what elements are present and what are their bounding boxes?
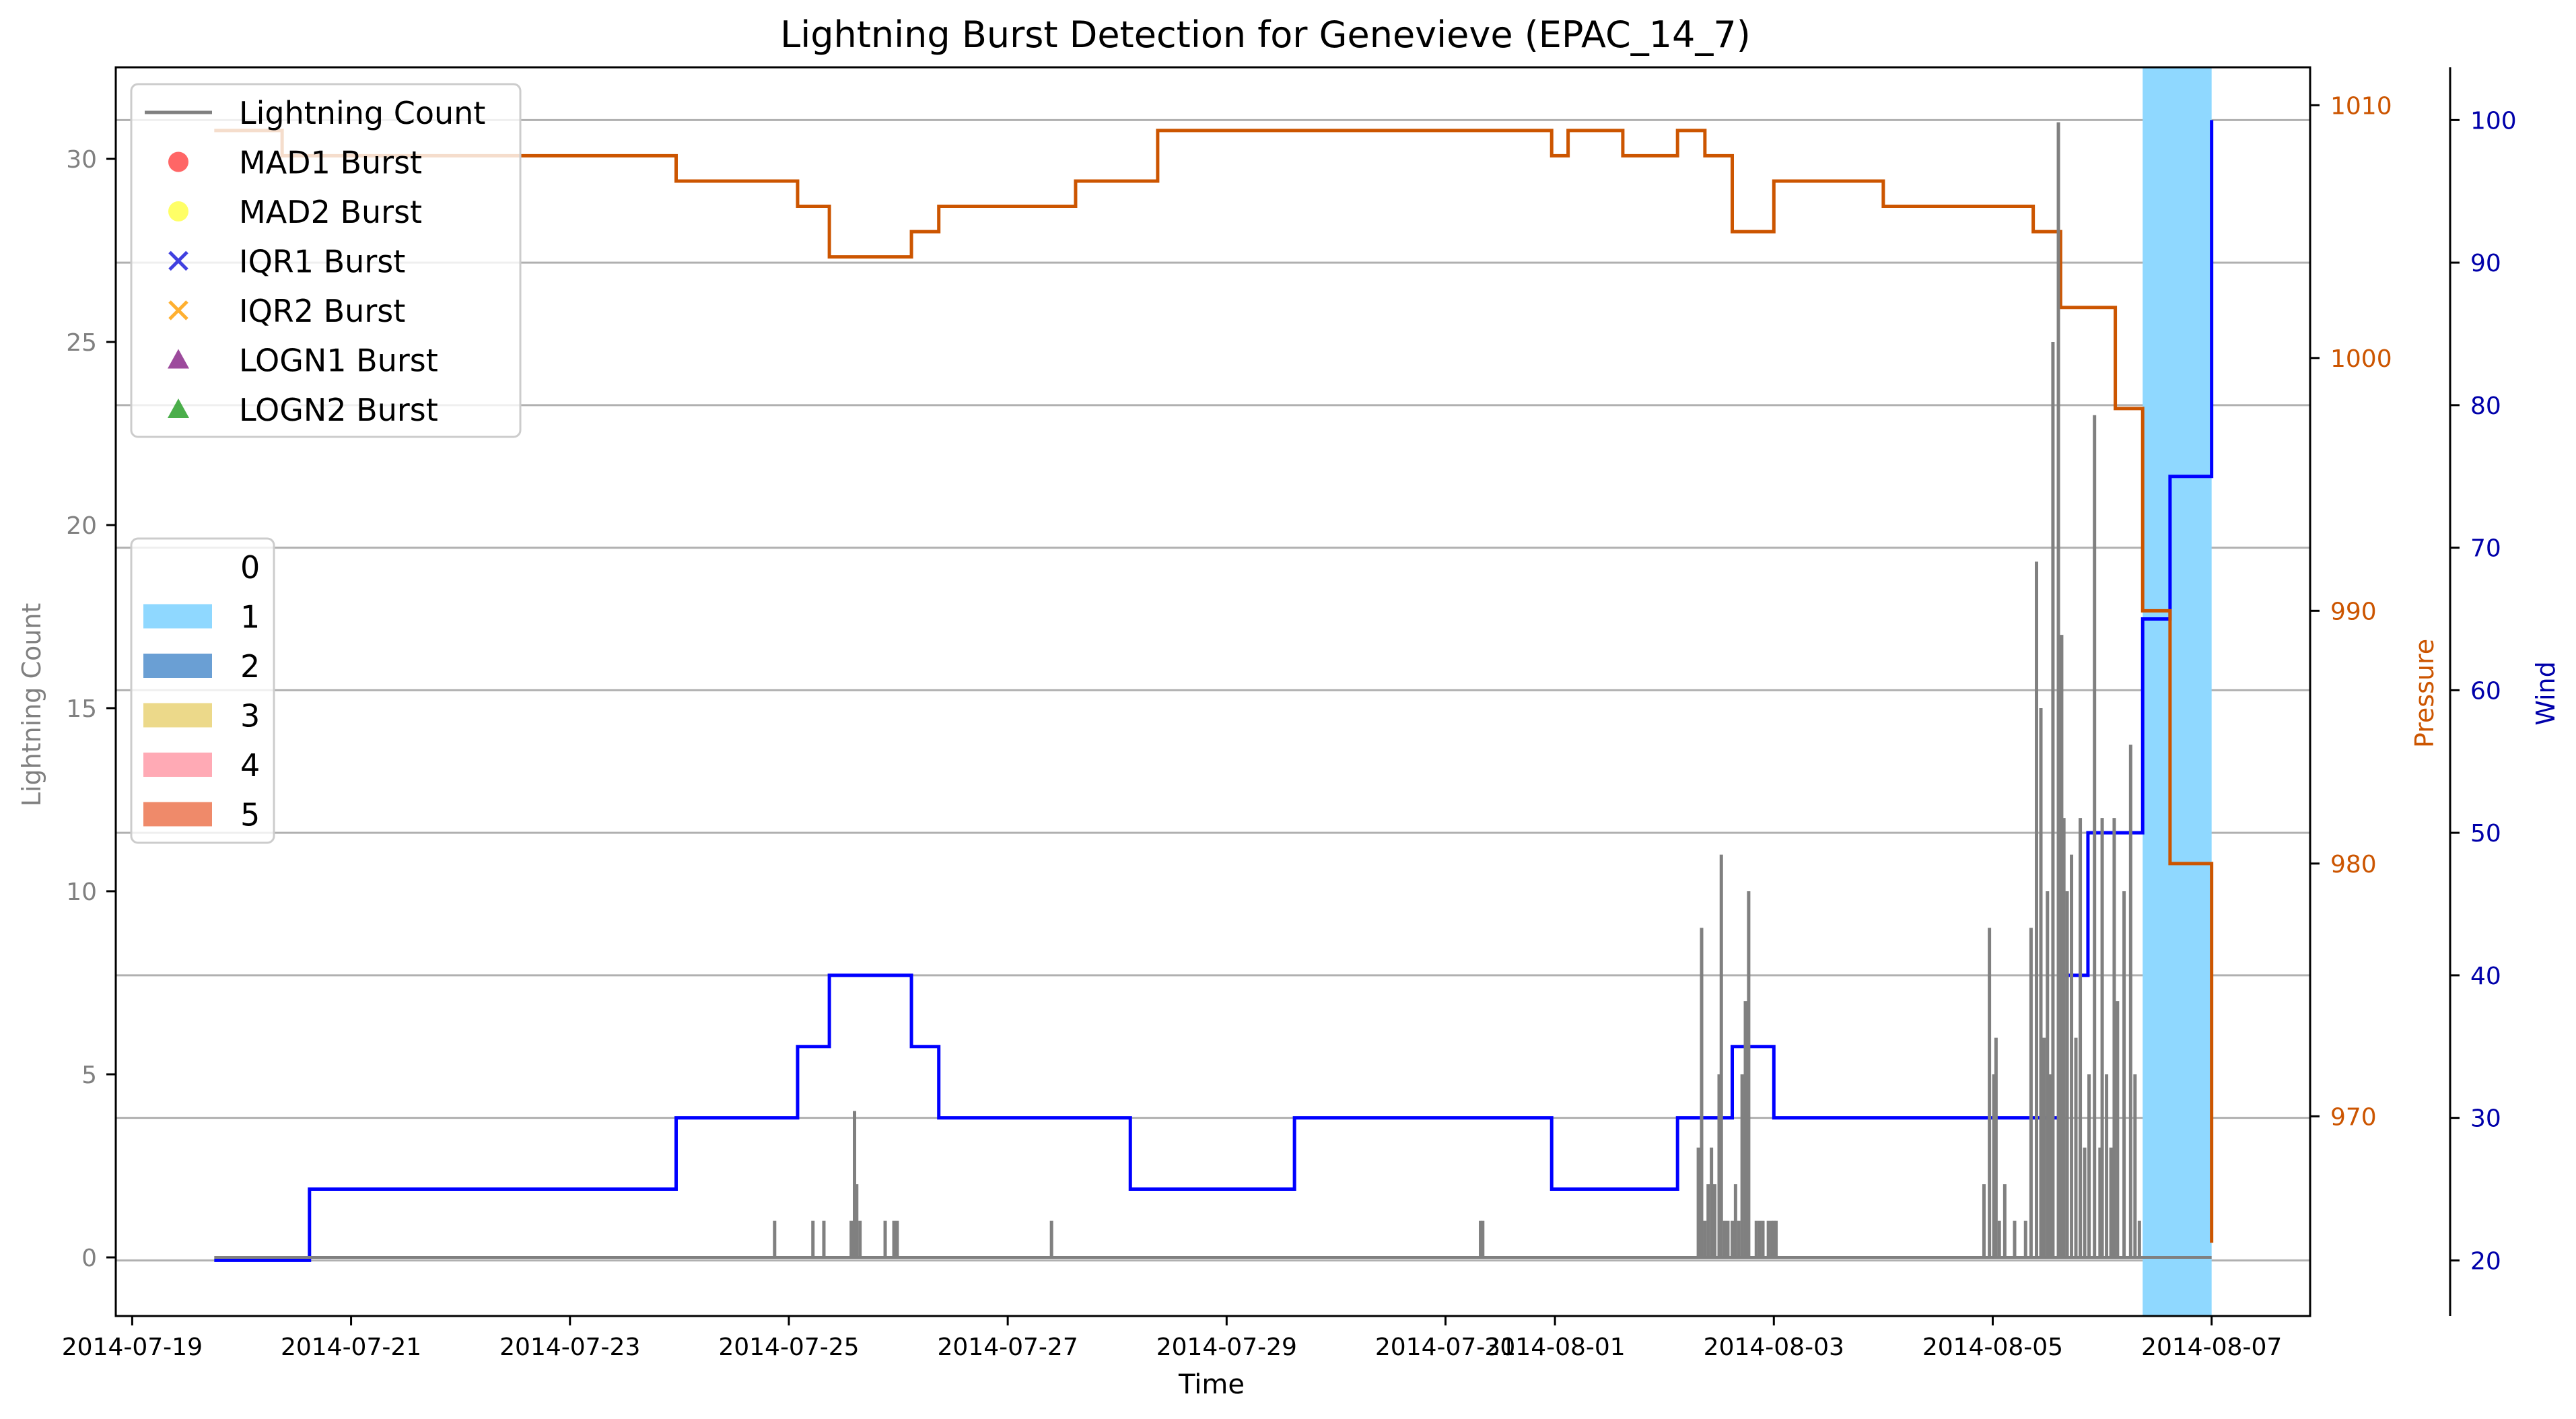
pressure-tick-label: 990	[2330, 598, 2377, 625]
pressure-tick-label: 1010	[2330, 92, 2392, 120]
x-tick-label: 2014-08-01	[1484, 1334, 1625, 1361]
y-axis-label-lightning: Lightning Count	[17, 603, 46, 807]
legend-category-swatch	[143, 802, 212, 827]
legend-circle-swatch	[168, 201, 188, 221]
x-tick-label: 2014-08-07	[2141, 1334, 2282, 1361]
data-series	[214, 120, 2214, 1262]
wind-line	[214, 120, 2214, 1262]
lightning-tick-label: 15	[66, 695, 97, 723]
x-tick-label: 2014-08-03	[1704, 1334, 1844, 1361]
lightning-tick-label: 25	[66, 329, 97, 357]
legend-label: MAD1 Burst	[239, 145, 422, 181]
x-tick-label: 2014-07-19	[62, 1334, 203, 1361]
x-tick-label: 2014-07-31	[1375, 1334, 1516, 1361]
pressure-line	[214, 129, 2214, 1243]
x-tick-label: 2014-07-27	[938, 1334, 1078, 1361]
pressure-tick-label: 970	[2330, 1103, 2377, 1131]
legend-category-swatch	[143, 703, 212, 728]
legend-label: 4	[240, 747, 260, 784]
x-tick-label: 2014-07-21	[281, 1334, 421, 1361]
legend-label: MAD2 Burst	[239, 194, 422, 230]
wind-tick-label: 80	[2470, 392, 2501, 420]
legend-triangle-swatch	[168, 399, 189, 418]
x-tick-label: 2014-08-05	[1922, 1334, 2063, 1361]
legend-label: Lightning Count	[239, 95, 485, 131]
x-tick-label: 2014-07-23	[499, 1334, 640, 1361]
legend-categories: 0 1 2 3 4 5	[130, 537, 275, 844]
y-axis-label-pressure: Pressure	[2410, 639, 2439, 748]
legend-label: LOGN2 Burst	[239, 392, 438, 428]
category-shade	[2143, 67, 2212, 1316]
wind-tick-label: 50	[2470, 820, 2501, 847]
legend-label: IQR1 Burst	[239, 244, 405, 280]
wind-tick-label: 70	[2470, 535, 2501, 563]
legend-category-swatch	[143, 604, 212, 629]
legend-x-swatch	[168, 300, 188, 320]
legend-box	[130, 83, 522, 438]
wind-tick-label: 40	[2470, 963, 2501, 990]
lightning-tick-label: 0	[81, 1245, 97, 1272]
legend-label: 0	[240, 549, 260, 586]
x-axis-label: Time	[1178, 1369, 1245, 1400]
legend-label: 3	[240, 698, 260, 734]
x-tick-label: 2014-07-25	[718, 1334, 859, 1361]
legend-label: 2	[240, 648, 260, 685]
lightning-tick-label: 5	[81, 1062, 97, 1089]
wind-tick-label: 30	[2470, 1105, 2501, 1133]
legend-category-swatch	[143, 753, 212, 777]
legend-label: IQR2 Burst	[239, 293, 405, 329]
pressure-tick-label: 980	[2330, 851, 2377, 878]
legend-label: LOGN1 Burst	[239, 343, 438, 379]
wind-tick-label: 90	[2470, 250, 2501, 277]
plot-frame	[114, 66, 2311, 1317]
legend-label: 5	[240, 797, 260, 833]
lightning-tick-label: 10	[66, 878, 97, 906]
wind-tick-label: 60	[2470, 677, 2501, 705]
lightning-tick-label: 20	[66, 512, 97, 540]
pressure-tick-label: 1000	[2330, 345, 2392, 373]
legend-label: 1	[240, 599, 260, 635]
axes: 2014-07-19 2014-07-21 2014-07-23 2014-07-25…	[62, 66, 2517, 1361]
legend-category-swatch	[143, 654, 212, 678]
legend-x-swatch	[168, 250, 188, 271]
legend-triangle-swatch	[168, 349, 189, 369]
x-tick-label: 2014-07-29	[1156, 1334, 1297, 1361]
y-axis-label-wind: Wind	[2531, 661, 2561, 726]
wind-tick-label: 100	[2470, 107, 2517, 135]
category-shading	[2143, 67, 2212, 1316]
legend-markers: Lightning Count MAD1 Burst MAD2 Burst IQR1 …	[130, 83, 522, 438]
wind-tick-label: 20	[2470, 1247, 2501, 1275]
legend-circle-swatch	[168, 151, 188, 172]
chart-title: Lightning Burst Detection for Genevieve …	[780, 13, 1751, 56]
lightning-tick-label: 30	[66, 146, 97, 174]
